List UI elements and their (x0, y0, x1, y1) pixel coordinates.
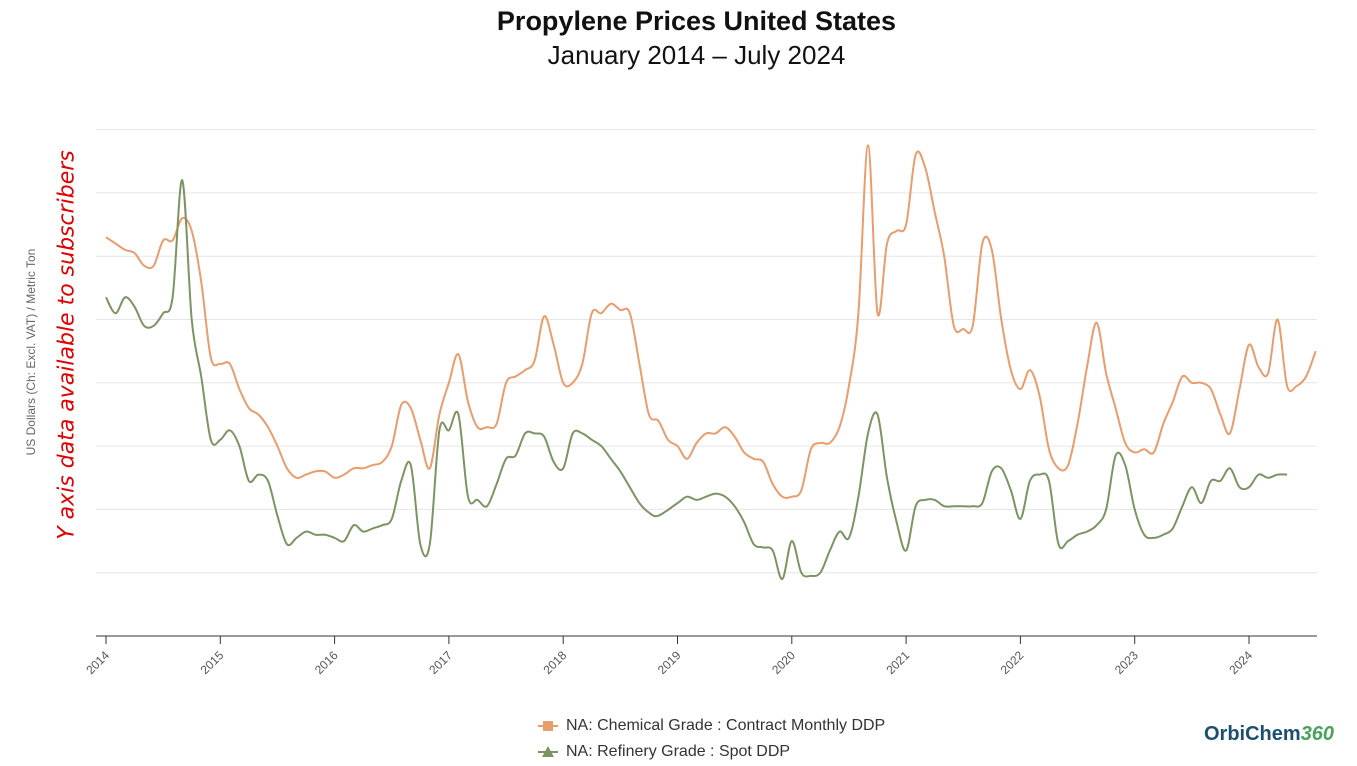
x-tick-label: 2024 (1226, 648, 1255, 677)
x-tick-label: 2023 (1112, 648, 1141, 677)
chart-title: Propylene Prices United States (496, 6, 897, 36)
legend-item-chemical-grade[interactable]: NA: Chemical Grade : Contract Monthly DD… (538, 717, 885, 735)
square-marker-icon (538, 720, 558, 732)
series-line-chemical-grade (105, 144, 1317, 499)
legend-label: NA: Chemical Grade : Contract Monthly DD… (566, 717, 886, 734)
triangle-marker-icon (538, 746, 558, 758)
chart-subtitle: January 2014 – July 2024 (547, 40, 846, 70)
grid-lines (96, 129, 1317, 574)
x-tick-label: 2017 (426, 648, 455, 677)
x-axis: 2014 2015 2016 2017 2018 2019 2020 2021 2022 2023… (83, 635, 1317, 677)
x-tick-label: 2014 (83, 648, 112, 677)
x-tick-label: 2015 (198, 648, 227, 677)
orbichem360-logo: OrbiChem360 (1204, 723, 1335, 745)
x-tick-label: 2022 (998, 648, 1027, 677)
legend-item-refinery-grade[interactable]: NA: Refinery Grade : Spot DDP (538, 743, 790, 761)
x-tick-label: 2021 (883, 648, 912, 677)
x-tick-label: 2020 (769, 648, 798, 677)
series-line-refinery-grade (105, 179, 1288, 581)
x-tick-label: 2016 (312, 648, 341, 677)
series-lines (105, 144, 1317, 581)
legend-label: NA: Refinery Grade : Spot DDP (566, 743, 791, 760)
x-tick-label: 2019 (655, 648, 684, 677)
x-tick-label: 2018 (541, 648, 570, 677)
